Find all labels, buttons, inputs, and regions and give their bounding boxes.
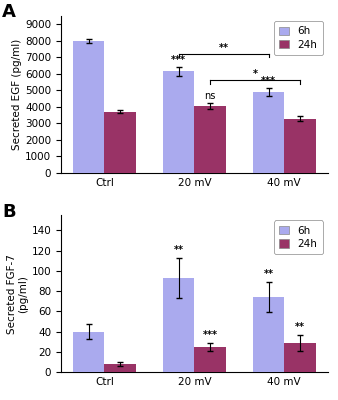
Text: ***: *** (202, 330, 218, 340)
Bar (194, 347, 226, 372)
Bar (73, 41, 104, 173)
Text: **: ** (174, 245, 184, 255)
Bar (163, 71, 194, 173)
Y-axis label: Secreted FGF-7
(pg/ml): Secreted FGF-7 (pg/ml) (7, 254, 29, 334)
Bar (163, 278, 194, 372)
Text: ***: *** (171, 55, 186, 65)
Text: **: ** (219, 43, 228, 53)
Bar (284, 119, 316, 173)
Text: ns: ns (204, 91, 216, 101)
Text: *: * (252, 69, 258, 79)
Bar (253, 297, 284, 372)
Bar (104, 364, 136, 372)
Legend: 6h, 24h: 6h, 24h (273, 21, 323, 55)
Text: **: ** (295, 322, 305, 332)
Text: ***: *** (261, 76, 276, 86)
Y-axis label: Secreted EGF (pg/ml): Secreted EGF (pg/ml) (12, 39, 22, 150)
Bar (253, 92, 284, 173)
Bar (194, 106, 226, 173)
Legend: 6h, 24h: 6h, 24h (273, 220, 323, 254)
Text: B: B (2, 203, 16, 221)
Bar (73, 332, 104, 372)
Bar (104, 112, 136, 173)
Text: **: ** (264, 269, 273, 279)
Text: A: A (2, 4, 16, 22)
Bar (284, 343, 316, 372)
